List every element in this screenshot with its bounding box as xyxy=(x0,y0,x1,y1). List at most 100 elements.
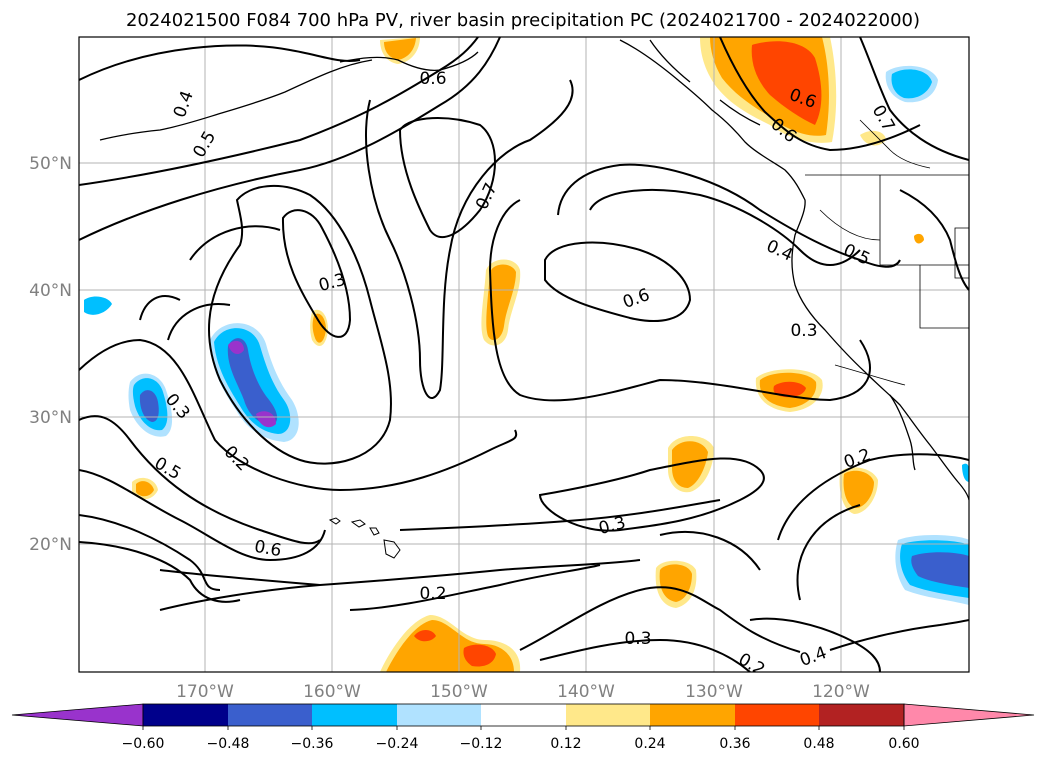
precipitation-anomaly-fills xyxy=(84,37,969,672)
longitude-label: 160°W xyxy=(303,682,361,702)
pv-contour-line xyxy=(79,338,518,492)
coastlines xyxy=(99,39,969,501)
anomaly-shading xyxy=(914,233,924,244)
gridlines xyxy=(79,37,969,672)
hawaii-islands xyxy=(328,517,401,559)
colorbar-extend-max xyxy=(903,703,1035,727)
anomaly-shading xyxy=(139,390,159,422)
longitude-label: 130°W xyxy=(685,682,743,702)
anomaly-shading xyxy=(84,296,112,315)
colorbar-segment xyxy=(819,704,904,726)
pv-contour-line xyxy=(659,530,761,571)
latitude-labels: 50°N 40°N 30°N 20°N xyxy=(29,154,72,555)
pv-contour-line xyxy=(281,209,352,338)
pv-contour-line xyxy=(519,586,801,653)
pv-contour-line xyxy=(79,44,361,81)
pv-contour-line xyxy=(899,189,969,291)
longitude-label: 120°W xyxy=(812,682,870,702)
anomaly-shading xyxy=(911,552,969,588)
colorbar-segment xyxy=(143,704,228,726)
colorbar-segment xyxy=(397,704,481,726)
contour-label: 0.4 xyxy=(170,88,198,120)
contour-label: 0.2 xyxy=(841,445,873,473)
latitude-label: 20°N xyxy=(29,535,72,555)
anomaly-shading xyxy=(672,441,708,488)
anomaly-shading xyxy=(891,69,932,99)
anomaly-shading xyxy=(228,340,244,355)
colorbar-tick-label: −0.36 xyxy=(291,736,334,752)
contour-label: 0.2 xyxy=(735,649,768,680)
contour-label: 0.3 xyxy=(790,321,817,341)
anomaly-shading xyxy=(312,313,326,343)
contour-label: 0.4 xyxy=(797,643,829,671)
colorbar-extend-min xyxy=(11,703,144,727)
pv-contour-line xyxy=(557,163,901,268)
colorbar-tick-label: 0.12 xyxy=(550,736,581,752)
pv-contour-line xyxy=(539,638,751,672)
anomaly-shading xyxy=(384,38,416,60)
longitude-labels: 170°W 160°W 150°W 140°W 130°W 120°W xyxy=(176,682,870,702)
map-area: 0.60.40.50.70.60.6 0.70.4 0.50.30.60.30.30… xyxy=(79,37,969,680)
anomaly-shading xyxy=(843,470,874,508)
contour-label: 0.5 xyxy=(151,453,184,484)
pv-contour-line xyxy=(749,617,881,672)
pv-contour-line xyxy=(79,37,479,186)
pv-contour-line xyxy=(399,499,721,531)
longitude-label: 170°W xyxy=(176,682,234,702)
colorbar-tick-label: −0.48 xyxy=(207,736,250,752)
borders xyxy=(805,119,969,386)
anomaly-shading xyxy=(773,381,806,398)
colorbar-tick-label: 0.60 xyxy=(888,736,919,752)
anomaly-shading xyxy=(751,41,822,125)
colorbar-segment xyxy=(650,704,735,726)
contour-label: 0.6 xyxy=(419,69,446,89)
pv-contour-line xyxy=(589,189,861,266)
longitude-label: 150°W xyxy=(430,682,488,702)
contour-label: 0.3 xyxy=(624,629,651,649)
longitude-label: 140°W xyxy=(557,682,615,702)
pv-contour-line xyxy=(189,225,281,261)
colorbar-tick-label: 0.48 xyxy=(803,736,834,752)
pv-contour-line xyxy=(79,541,241,603)
colorbar-segment xyxy=(566,704,650,726)
latitude-label: 50°N xyxy=(29,154,72,174)
pv-contour-line xyxy=(777,453,969,541)
pv-contour-line xyxy=(538,457,765,532)
pv-contour-line xyxy=(79,37,501,241)
contour-label: 0.5 xyxy=(189,128,220,161)
colorbar-segment xyxy=(312,704,397,726)
contour-label: 0.5 xyxy=(840,240,873,270)
pv-contour-line xyxy=(139,295,181,321)
anomaly-shading xyxy=(463,644,496,667)
pv-contours xyxy=(79,37,969,672)
colorbar: −0.60 −0.48 −0.36 −0.24 −0.12 0.12 0.24 0.36 0.4… xyxy=(11,703,1035,752)
pv-contour-line xyxy=(365,79,574,399)
contour-label: 0.6 xyxy=(253,537,283,561)
pv-contour-line xyxy=(79,415,321,545)
contour-label: 0.3 xyxy=(317,270,348,296)
anomaly-shading xyxy=(227,338,278,426)
colorbar-segment xyxy=(228,704,312,726)
pv-contour-line xyxy=(859,37,969,161)
anomaly-shading xyxy=(386,620,514,672)
contour-label: 0.6 xyxy=(620,285,652,313)
pv-contour-line xyxy=(79,514,221,591)
anomaly-shading xyxy=(962,463,969,482)
colorbar-frame xyxy=(142,703,905,727)
contour-label: 0.2 xyxy=(220,442,253,475)
anomaly-shading xyxy=(414,630,436,642)
latitude-label: 30°N xyxy=(29,408,72,428)
pv-contour-line xyxy=(544,241,692,322)
pv-contour-line xyxy=(796,504,861,601)
pv-contour-line xyxy=(829,619,969,651)
anomaly-shading xyxy=(256,411,276,428)
pv-contour-line xyxy=(398,117,496,239)
figure-title: 2024021500 F084 700 hPa PV, river basin … xyxy=(126,10,920,31)
colorbar-segment xyxy=(481,704,566,726)
contour-label: 0.2 xyxy=(419,584,446,604)
pv-contour-line xyxy=(719,37,921,152)
contour-label: 0.3 xyxy=(597,513,628,539)
colorbar-tick-label: −0.12 xyxy=(460,736,503,752)
colorbar-tick-label: −0.24 xyxy=(376,736,419,752)
